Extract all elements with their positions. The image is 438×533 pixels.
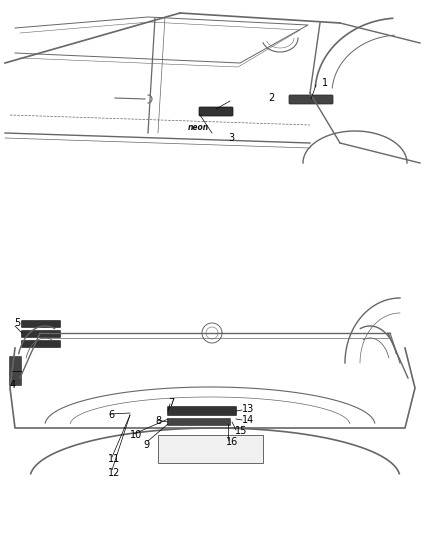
Text: 3: 3 [228,133,234,143]
Text: neon: neon [188,123,209,132]
Text: 12: 12 [108,468,120,478]
Text: 6: 6 [108,410,114,420]
Text: 16: 16 [226,437,238,447]
Text: 7: 7 [168,398,174,408]
FancyBboxPatch shape [21,341,60,348]
Text: 5: 5 [14,318,20,328]
Text: 13: 13 [242,404,254,414]
FancyBboxPatch shape [10,357,21,385]
Text: 9: 9 [143,440,149,450]
Text: 1: 1 [322,78,328,88]
Text: 15: 15 [235,426,247,436]
Text: 4: 4 [10,380,16,390]
Text: 14: 14 [242,415,254,425]
Text: 10: 10 [130,430,142,440]
FancyBboxPatch shape [199,107,233,116]
FancyBboxPatch shape [167,407,237,416]
Text: 11: 11 [108,454,120,464]
Text: 8: 8 [155,416,161,426]
FancyBboxPatch shape [167,418,230,425]
Bar [158,435,263,463]
FancyBboxPatch shape [21,330,60,337]
FancyBboxPatch shape [21,320,60,327]
Text: 2: 2 [268,93,274,103]
FancyBboxPatch shape [289,95,333,104]
